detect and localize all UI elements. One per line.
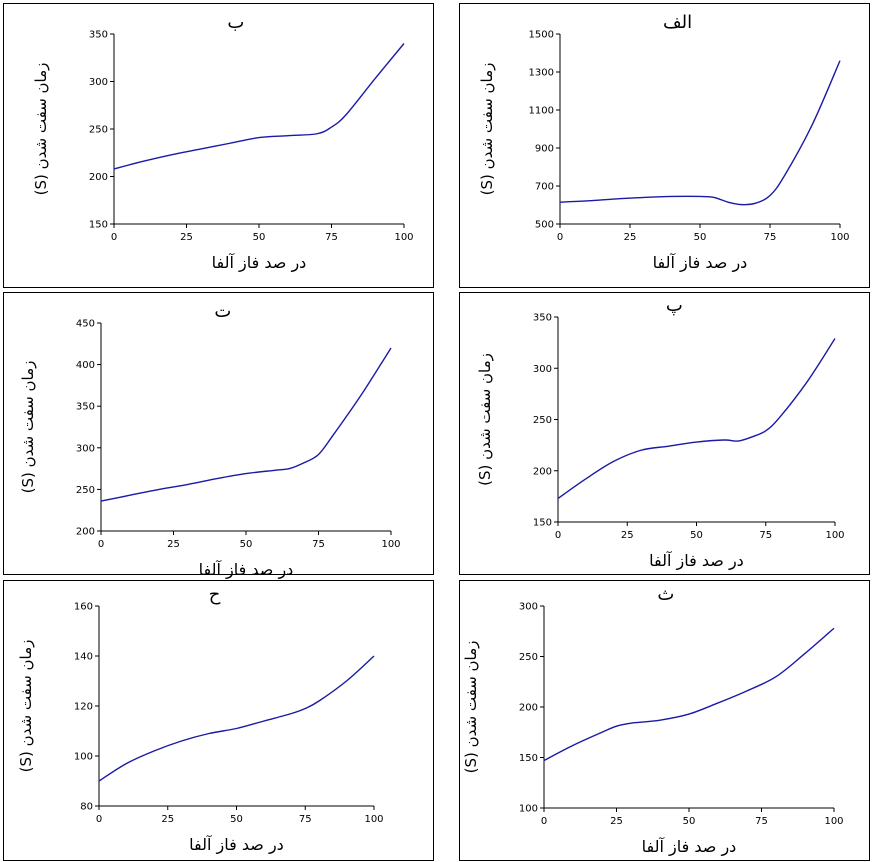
x-tick-label-h: 75 [299,814,312,825]
x-tick-label-p: 50 [690,530,703,541]
x-axis-label-h: در صد فاز آلفا [189,835,284,855]
x-tick-label-p: 25 [621,530,634,541]
y-tick-label-t: 300 [76,443,95,454]
chart-title-th: ث [657,584,674,605]
y-tick-label-t: 250 [76,485,95,496]
y-tick-label-th: 250 [519,652,538,663]
x-tick-label-t: 0 [98,539,104,550]
y-tick-label-h: 120 [74,702,93,713]
y-tick-label-th: 150 [519,753,538,764]
x-tick-label-alef: 50 [694,232,707,243]
x-tick-label-p: 100 [825,530,844,541]
chart-panel-p: 150 200 250 300 350 0 25 50 75 100 پ در صد فاز آلفا… [459,292,870,575]
y-tick-label-b: 200 [89,172,108,183]
chart-title-alef: الف [663,12,692,33]
y-tick-label-alef: 1100 [529,106,554,117]
y-tick-label-alef: 1500 [529,30,554,41]
x-tick-label-h: 0 [96,814,102,825]
y-tick-label-p: 300 [533,364,552,375]
x-tick-label-th: 25 [610,816,623,827]
x-tick-label-alef: 0 [557,232,563,243]
chart-svg-th: 100 150 200 250 300 0 25 50 75 100 ث در صد فاز آلفا… [462,584,844,857]
chart-panel-th: 100 150 200 250 300 0 25 50 75 100 ث در صد فاز آلفا… [459,580,870,861]
x-tick-label-b: 75 [325,232,338,243]
y-tick-label-p: 200 [533,466,552,477]
y-tick-label-t: 450 [76,319,95,330]
series-line-t [100,347,392,502]
series-line-p [557,338,836,500]
y-axis-label-th: زمان سفت شدن (S) [462,641,480,774]
y-tick-label-t: 200 [76,527,95,538]
y-tick-label-h: 100 [74,752,93,763]
x-tick-label-th: 50 [683,816,696,827]
x-axis-label-b: در صد فاز آلفا [212,253,307,273]
y-tick-label-alef: 1300 [529,68,554,79]
y-tick-label-t: 400 [76,360,95,371]
series-line-alef [559,60,841,206]
chart-panel-b: 150 200 250 300 350 0 25 50 75 100 ب در صد فاز آلفا… [3,3,434,288]
chart-panel-t: 200 250 300 350 400 450 0 25 50 75 100 ت در صد فاز آ… [3,292,434,580]
x-tick-label-h: 100 [364,814,383,825]
x-tick-label-b: 100 [394,232,413,243]
x-tick-label-p: 0 [555,530,561,541]
series-line-th [543,627,835,762]
y-tick-label-th: 100 [519,804,538,815]
x-tick-label-b: 0 [111,232,117,243]
chart-title-b: ب [227,12,244,33]
y-tick-label-p: 350 [533,313,552,324]
x-axis-label-alef: در صد فاز آلفا [653,253,748,273]
y-tick-label-h: 160 [74,602,93,613]
x-tick-label-h: 25 [161,814,174,825]
y-tick-label-t: 350 [76,402,95,413]
chart-svg-h: 80 100 120 140 160 0 25 50 75 100 ح در صد فاز آلفا ز… [17,584,384,855]
y-tick-label-h: 140 [74,652,93,663]
x-axis-label-t: در صد فاز آلفا [199,560,294,580]
x-tick-label-t: 75 [312,539,325,550]
x-tick-label-b: 50 [253,232,266,243]
chart-svg-b: 150 200 250 300 350 0 25 50 75 100 ب در صد فاز آلفا… [32,12,414,273]
y-tick-label-p: 250 [533,415,552,426]
x-tick-label-alef: 100 [830,232,849,243]
chart-title-p: پ [666,295,683,316]
series-line-h [98,655,375,782]
x-tick-label-b: 25 [180,232,193,243]
y-tick-label-alef: 700 [535,182,554,193]
y-axis-label-t: زمان سفت شدن (S) [19,361,37,494]
x-axis-label-p: در صد فاز آلفا [649,551,744,571]
chart-title-t: ت [214,301,231,322]
y-tick-label-th: 300 [519,602,538,613]
y-tick-label-b: 300 [89,77,108,88]
x-tick-label-th: 75 [755,816,768,827]
chart-svg-alef: 500 700 900 1100 1300 1500 0 25 50 75 100 الف در صد … [478,12,850,273]
x-tick-label-t: 50 [240,539,253,550]
chart-svg-p: 150 200 250 300 350 0 25 50 75 100 پ در صد فاز آلفا… [476,295,845,571]
x-tick-label-t: 25 [167,539,180,550]
y-tick-label-p: 150 [533,518,552,529]
y-tick-label-alef: 900 [535,144,554,155]
x-tick-label-th: 100 [824,816,843,827]
x-tick-label-th: 0 [541,816,547,827]
y-tick-label-h: 80 [80,802,93,813]
x-tick-label-h: 50 [230,814,243,825]
y-axis-label-p: زمان سفت شدن (S) [476,353,494,486]
x-tick-label-alef: 75 [764,232,777,243]
y-tick-label-b: 150 [89,220,108,231]
y-tick-label-b: 350 [89,30,108,41]
y-tick-label-alef: 500 [535,220,554,231]
x-tick-label-p: 75 [759,530,772,541]
x-axis-label-th: در صد فاز آلفا [642,837,737,857]
y-tick-label-b: 250 [89,125,108,136]
chart-title-h: ح [209,584,221,605]
y-axis-label-b: زمان سفت شدن (S) [32,63,50,196]
chart-panel-alef: 500 700 900 1100 1300 1500 0 25 50 75 100 الف در صد … [459,3,870,288]
x-tick-label-t: 100 [381,539,400,550]
y-tick-label-th: 200 [519,703,538,714]
series-line-b [113,43,405,170]
chart-svg-t: 200 250 300 350 400 450 0 25 50 75 100 ت در صد فاز آ… [19,301,401,580]
y-axis-label-alef: زمان سفت شدن (S) [478,63,496,196]
x-tick-label-alef: 25 [624,232,637,243]
chart-panel-h: 80 100 120 140 160 0 25 50 75 100 ح در صد فاز آلفا ز… [3,580,434,861]
y-axis-label-h: زمان سفت شدن (S) [17,640,35,773]
